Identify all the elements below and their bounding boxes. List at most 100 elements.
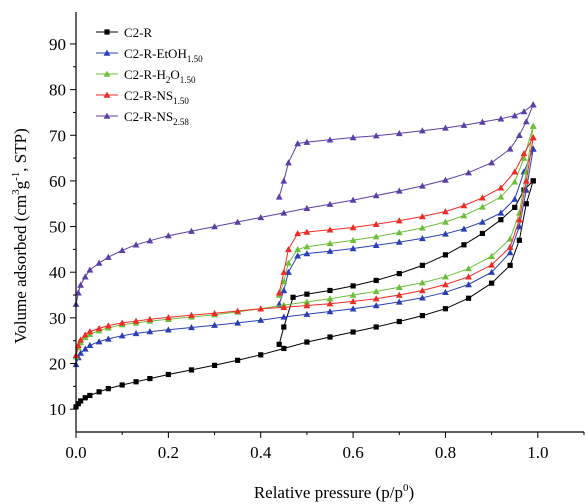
adsorption-point — [104, 322, 112, 329]
desorption-point — [285, 259, 292, 266]
adsorption-point — [488, 159, 496, 166]
desorption-point — [280, 287, 288, 294]
desorption-point — [303, 228, 311, 235]
adsorption-point — [81, 273, 89, 280]
y-tick-label: 80 — [49, 81, 66, 100]
legend-label: C2-R-EtOH1.50 — [124, 46, 203, 64]
desorption-point — [275, 193, 283, 200]
adsorption-point — [75, 401, 81, 407]
desorption-point — [304, 291, 310, 297]
desorption-point — [395, 229, 403, 236]
adsorption-point — [234, 307, 242, 314]
desorption-point — [460, 225, 468, 232]
adsorption-point — [372, 192, 380, 199]
adsorption-point — [147, 375, 153, 382]
desorption-point — [326, 226, 334, 233]
adsorption-point — [488, 268, 496, 275]
desorption-point — [529, 101, 537, 108]
adsorption-point — [442, 288, 449, 296]
adsorption-point — [81, 345, 89, 352]
desorption-point — [285, 268, 292, 275]
desorption-point — [303, 243, 311, 250]
adsorption-point — [442, 306, 449, 312]
adsorption-point — [82, 395, 88, 401]
adsorption-point — [515, 131, 523, 138]
adsorption-point — [516, 237, 522, 243]
adsorption-point — [350, 329, 356, 335]
adsorption-point — [395, 291, 403, 298]
legend-label: C2-R-NS2.58 — [124, 109, 189, 127]
adsorption-point — [326, 295, 334, 302]
adsorption-point — [86, 341, 94, 348]
adsorption-point — [465, 295, 472, 301]
adsorption-point — [77, 336, 85, 343]
adsorption-point — [515, 216, 523, 223]
adsorption-point — [118, 319, 126, 326]
adsorption-point — [105, 386, 111, 392]
desorption-point — [280, 268, 288, 275]
x-axis-title: Relative pressure (p/p0) — [254, 482, 414, 502]
desorption-point — [418, 235, 426, 242]
adsorption-point — [211, 223, 218, 230]
y-tick-label: 90 — [49, 35, 66, 54]
adsorption-point — [87, 392, 93, 399]
adsorption-point — [372, 295, 380, 302]
desorption-point — [275, 289, 283, 296]
adsorption-point — [418, 279, 426, 286]
desorption-point — [520, 150, 528, 157]
adsorption-point — [326, 300, 334, 307]
adsorption-point — [515, 223, 523, 230]
adsorption-point — [257, 305, 265, 312]
x-tick-label: 0.8 — [435, 443, 456, 462]
y-tick-label: 20 — [49, 355, 66, 374]
adsorption-point — [303, 302, 311, 309]
desorption-point — [418, 127, 426, 134]
desorption-point — [530, 178, 536, 184]
desorption-point — [276, 341, 282, 347]
plot-area — [72, 101, 537, 410]
adsorption-point — [506, 243, 514, 250]
desorption-point — [350, 283, 356, 289]
desorption-point — [285, 159, 292, 166]
adsorption-point — [164, 326, 172, 333]
desorption-point — [280, 277, 288, 285]
desorption-point — [521, 187, 527, 193]
desorption-line — [278, 125, 534, 296]
desorption-point — [498, 217, 504, 223]
adsorption-point — [132, 329, 140, 337]
desorption-point — [418, 224, 426, 231]
adsorption-point — [211, 362, 218, 368]
adsorption-point — [104, 253, 112, 260]
adsorption-point — [372, 287, 380, 295]
adsorption-point — [522, 177, 530, 184]
adsorption-point — [489, 280, 495, 286]
desorption-point — [281, 324, 287, 330]
adsorption-point — [326, 308, 334, 315]
adsorption-point — [96, 389, 102, 395]
desorption-point — [349, 245, 357, 252]
adsorption-point — [515, 209, 523, 216]
axes: 0.0 0.2 0.4 0.6 0.8 1.0 10 20 30 40 50 60 70 80 90 — [49, 12, 585, 462]
desorption-line — [278, 137, 534, 293]
adsorption-point — [506, 145, 514, 152]
adsorption-line — [75, 148, 534, 365]
adsorption-point — [349, 298, 357, 305]
adsorption-point — [132, 241, 140, 248]
legend-item: C2-R-NS2.58 — [96, 109, 189, 127]
desorption-point — [511, 195, 519, 202]
adsorption-point — [86, 328, 94, 335]
desorption-point — [395, 130, 403, 137]
desorption-point — [395, 238, 403, 245]
desorption-point — [442, 218, 449, 225]
adsorption-point — [146, 328, 154, 335]
desorption-line — [278, 148, 534, 305]
adsorption-point — [234, 218, 242, 225]
adsorption-point — [211, 309, 218, 317]
legend-label: C2-R — [124, 25, 153, 40]
y-tick-label: 10 — [49, 400, 66, 419]
adsorption-point — [257, 316, 265, 323]
adsorption-point — [506, 235, 514, 242]
desorption-point — [326, 247, 334, 254]
adsorption-point — [146, 315, 154, 322]
